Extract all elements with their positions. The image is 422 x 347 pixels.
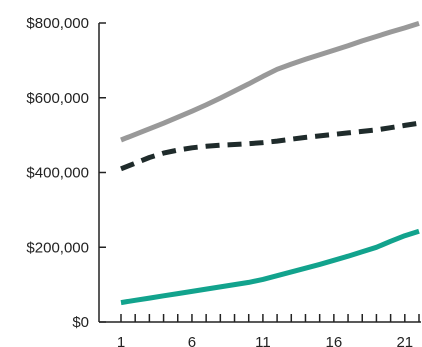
x-tick-label: 11 xyxy=(255,334,271,347)
series-lines xyxy=(120,21,420,306)
x-tick-label: 1 xyxy=(117,334,125,347)
y-axis: $0 $200,000 $400,000 $600,000 $800,000 xyxy=(26,15,106,331)
series-line-3 xyxy=(120,228,420,306)
y-tick-label: $200,000 xyxy=(26,239,89,256)
series-line-2 xyxy=(120,120,420,172)
y-tick-label: $0 xyxy=(72,314,89,331)
x-tick-label: 16 xyxy=(326,334,343,347)
x-tick-label: 6 xyxy=(188,334,196,347)
x-tick-label: 21 xyxy=(396,334,413,347)
x-axis: 1 6 11 16 21 xyxy=(99,314,421,347)
series-line-1 xyxy=(120,21,420,143)
y-tick-label: $600,000 xyxy=(26,90,89,107)
y-tick-label: $800,000 xyxy=(26,15,89,32)
y-tick-label: $400,000 xyxy=(26,165,89,182)
